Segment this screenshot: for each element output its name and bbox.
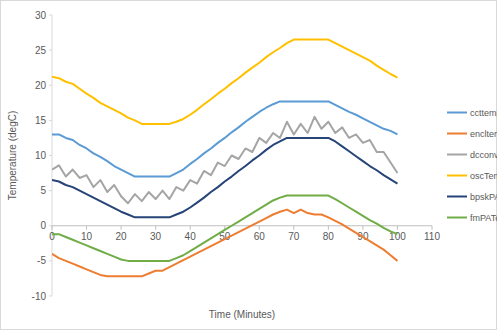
legend-label: encltemp [470,129,497,139]
y-tick [49,85,52,86]
x-tick [432,226,433,230]
legend-swatch [447,133,467,135]
y-tick [49,155,52,156]
y-tick-label: 20 [35,80,47,91]
y-tick [49,296,52,297]
x-tick [52,226,53,230]
y-tick-label: -5 [37,255,46,266]
chart: -10-505101520253001020304050607080901001… [0,0,497,330]
legend-swatch [447,217,467,219]
legend-swatch [447,112,467,114]
y-tick [49,190,52,191]
y-tick-label: 0 [40,220,46,231]
legend-swatch [447,196,467,198]
y-tick-label: 5 [40,185,46,196]
plot-lines [52,40,397,277]
y-tick-label: -10 [32,291,47,302]
y-tick [49,260,52,261]
y-tick-label: 30 [35,10,47,21]
legend-label: dcconvtemp [470,150,497,160]
y-axis-title: Temperature (degC) [7,111,18,200]
legend-swatch [447,154,467,156]
legend-swatch [447,175,467,177]
y-tick [49,50,52,51]
y-tick [49,15,52,16]
x-tick [121,226,122,230]
x-tick [397,226,398,230]
x-tick [293,226,294,230]
x-tick [190,226,191,230]
y-tick-label: 15 [35,115,47,126]
x-tick [328,226,329,230]
x-tick-label: 10 [81,231,93,242]
x-axis-title: Time (Minutes) [209,309,275,320]
x-tick [86,226,87,230]
series-line [52,117,397,203]
y-tick-label: 25 [35,45,47,56]
x-tick [259,226,260,230]
x-tick-label: 70 [288,231,300,242]
x-tick-label: 0 [49,231,55,242]
x-axis-line [52,225,432,226]
x-tick-label: 110 [424,231,440,242]
x-tick-label: 20 [116,231,128,242]
series-line [52,40,397,124]
y-tick [49,120,52,121]
legend-label: oscTemp [470,171,497,181]
legend-label: ccttemp [470,108,497,118]
y-tick-label: 10 [35,150,47,161]
x-tick-label: 60 [254,231,266,242]
series-line [52,196,397,261]
x-tick [362,226,363,230]
x-tick-label: 40 [185,231,197,242]
legend-label: bpskPATemp [470,192,497,202]
x-tick-label: 80 [323,231,335,242]
chart-border [1,1,497,330]
x-tick [155,226,156,230]
legend-label: fmPATemp [470,213,497,223]
x-tick-label: 30 [150,231,162,242]
series-line [52,210,397,277]
